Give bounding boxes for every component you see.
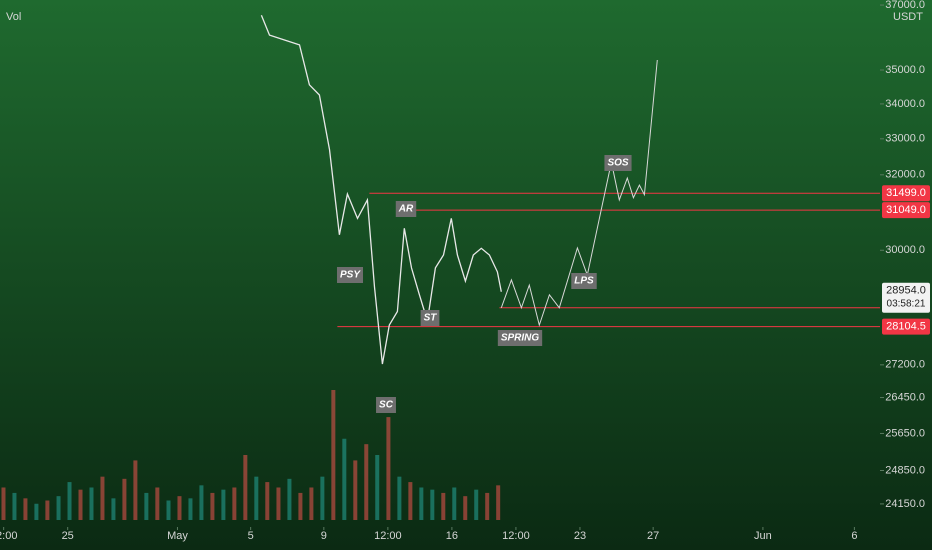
y-tick-label: 34000.0 <box>885 98 925 110</box>
volume-bar <box>155 487 160 520</box>
price-line <box>260 14 502 365</box>
volume-bar <box>45 500 50 520</box>
x-tick-label: 9 <box>321 530 327 542</box>
x-tick-label: 6 <box>851 530 857 542</box>
y-tick-label: 26450.0 <box>885 391 925 403</box>
annotation-box <box>376 397 396 413</box>
x-tick-label: 25 <box>62 530 74 542</box>
annotation-box <box>497 330 543 346</box>
annotation: ST <box>424 313 438 324</box>
level-label: 28104.5 <box>886 320 926 332</box>
volume-bar <box>166 500 171 520</box>
volume-bar <box>133 460 138 520</box>
volume-bar <box>331 390 336 520</box>
volume-bar <box>78 489 83 520</box>
volume-bar <box>12 492 17 520</box>
volume-bar <box>452 487 457 520</box>
annotation: LPS <box>574 276 594 287</box>
level-label-box <box>882 202 930 219</box>
volume-bar <box>188 498 193 520</box>
volume-bar <box>309 487 314 520</box>
volume-bar <box>210 492 215 520</box>
y-tick-label: 30000.0 <box>885 244 925 256</box>
x-tick-label: 16 <box>446 530 458 542</box>
annotation: AR <box>398 204 414 215</box>
countdown: 03:58:21 <box>887 298 926 309</box>
volume-bar <box>342 438 347 520</box>
x-tick-label: May <box>167 530 188 542</box>
x-tick-label: 5 <box>248 530 254 542</box>
volume-bar <box>232 487 237 520</box>
y-tick-label: 24850.0 <box>885 464 925 476</box>
volume-bar <box>496 485 501 520</box>
volume-bar <box>386 417 391 520</box>
x-tick-label: 12:00 <box>0 530 17 542</box>
x-tick-label: 23 <box>574 530 586 542</box>
x-tick-label: Jun <box>754 530 772 542</box>
annotation-box <box>420 310 440 326</box>
y-tick-label: 37000.0 <box>885 0 925 11</box>
currency: USDT <box>893 11 923 23</box>
volume-bar <box>177 496 182 520</box>
volume-bar <box>243 455 248 520</box>
volume-bar <box>375 455 380 520</box>
annotation-box <box>395 201 417 217</box>
volume-bar <box>34 503 39 520</box>
x-tick-label: 12:00 <box>374 530 402 542</box>
current-price: 28954.0 <box>886 285 926 297</box>
y-tick-label: 25650.0 <box>885 427 925 439</box>
volume-bar <box>144 492 149 520</box>
volume-bar <box>122 478 127 520</box>
volume-bar <box>23 498 28 520</box>
annotation: SPRING <box>501 333 540 344</box>
volume-bar <box>67 482 72 520</box>
annotation-box <box>604 155 632 171</box>
x-tick-label: 12:00 <box>502 530 530 542</box>
volume-bar <box>89 487 94 520</box>
y-tick-label: 27200.0 <box>885 359 925 371</box>
volume-bar <box>56 496 61 520</box>
volume-bar <box>408 482 413 520</box>
annotation-box <box>336 267 364 283</box>
volume-bar <box>199 485 204 520</box>
volume-bar <box>221 489 226 520</box>
volume-bar <box>441 492 446 520</box>
y-tick-label: 24150.0 <box>885 498 925 510</box>
volume-bar <box>364 444 369 520</box>
volume-bar <box>320 476 325 520</box>
level-label: 31049.0 <box>886 204 926 216</box>
volume-bar <box>474 489 479 520</box>
y-tick-label: 33000.0 <box>885 133 925 145</box>
level-label: 31499.0 <box>886 187 926 199</box>
level-label-box <box>882 318 930 335</box>
volume-bar <box>265 482 270 520</box>
volume-bar <box>111 498 116 520</box>
volume-bar <box>100 476 105 520</box>
x-tick-label: 27 <box>647 530 659 542</box>
annotation: SOS <box>607 158 628 169</box>
annotation-box <box>571 273 597 289</box>
volume-bar <box>430 489 435 520</box>
volume-bar <box>287 478 292 520</box>
annotation: PSY <box>340 270 361 281</box>
annotation: SC <box>379 400 394 411</box>
volume-bar <box>485 492 490 520</box>
volume-bar <box>353 460 358 520</box>
level-label-box <box>882 185 930 202</box>
volume-bar <box>397 476 402 520</box>
volume-bar <box>276 487 281 520</box>
y-tick-label: 32000.0 <box>885 169 925 181</box>
volume-bar <box>1 487 6 520</box>
volume-bar <box>298 492 303 520</box>
y-tick-label: 35000.0 <box>885 64 925 76</box>
volume-title: Vol <box>6 11 21 23</box>
volume-bar <box>463 496 468 520</box>
current-price-box <box>882 282 930 313</box>
volume-bar <box>254 476 259 520</box>
price-line <box>500 59 658 327</box>
volume-bar <box>419 487 424 520</box>
